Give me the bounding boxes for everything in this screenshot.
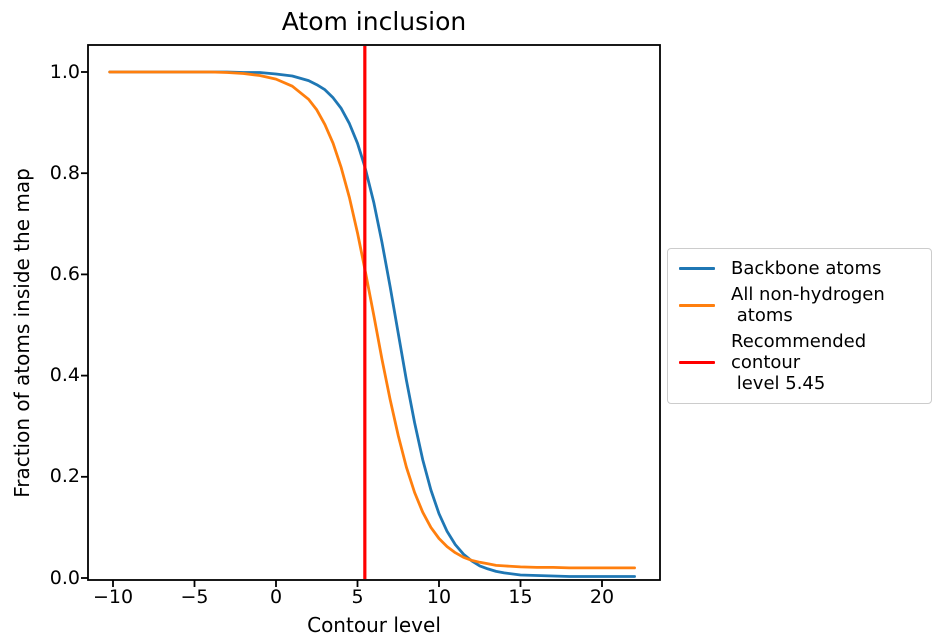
y-tick-marks	[81, 71, 88, 579]
legend-entry-recommended-contour-level: Recommended contour level 5.45	[679, 331, 921, 394]
all-non-hydrogen-atoms-curve	[108, 70, 636, 570]
x-tick-label: −5	[180, 586, 209, 608]
x-tick-label: 0	[269, 586, 283, 608]
x-tick-label: 5	[351, 586, 364, 608]
chart-title: Atom inclusion	[281, 7, 467, 36]
y-tick-label: 0.2	[49, 465, 80, 488]
backbone-atoms-line-swatch	[679, 267, 715, 270]
legend: Backbone atoms All non-hydrogen atoms Re…	[667, 248, 932, 404]
x-axis-label: Contour level	[307, 613, 441, 637]
x-tick-marks	[112, 580, 603, 587]
x-tick-label: 10	[426, 586, 452, 608]
legend-label: Backbone atoms	[731, 258, 882, 279]
backbone-atoms-curve	[108, 70, 636, 578]
legend-label: Recommended contour level 5.45	[731, 331, 867, 394]
x-tick-label: 15	[508, 586, 533, 608]
x-tick-label: 20	[589, 586, 615, 608]
y-tick-label: 0.6	[49, 262, 80, 285]
legend-entry-backbone-atoms: Backbone atoms	[679, 258, 921, 279]
y-tick-label: 0.8	[49, 161, 80, 184]
y-axis-label: Fraction of atoms inside the map	[10, 168, 34, 498]
y-tick-label: 0.4	[49, 364, 80, 387]
recommended-contour-line-swatch	[679, 361, 715, 364]
all-non-hydrogen-atoms-line-swatch	[679, 303, 715, 307]
y-tick-label: 1.0	[49, 60, 80, 83]
legend-label: All non-hydrogen atoms	[731, 284, 885, 326]
x-tick-label: −10	[92, 586, 134, 608]
legend-entry-all-non-hydrogen-atoms: All non-hydrogen atoms	[679, 284, 921, 326]
axes-frame	[87, 44, 661, 581]
y-tick-label: 0.0	[49, 566, 80, 589]
